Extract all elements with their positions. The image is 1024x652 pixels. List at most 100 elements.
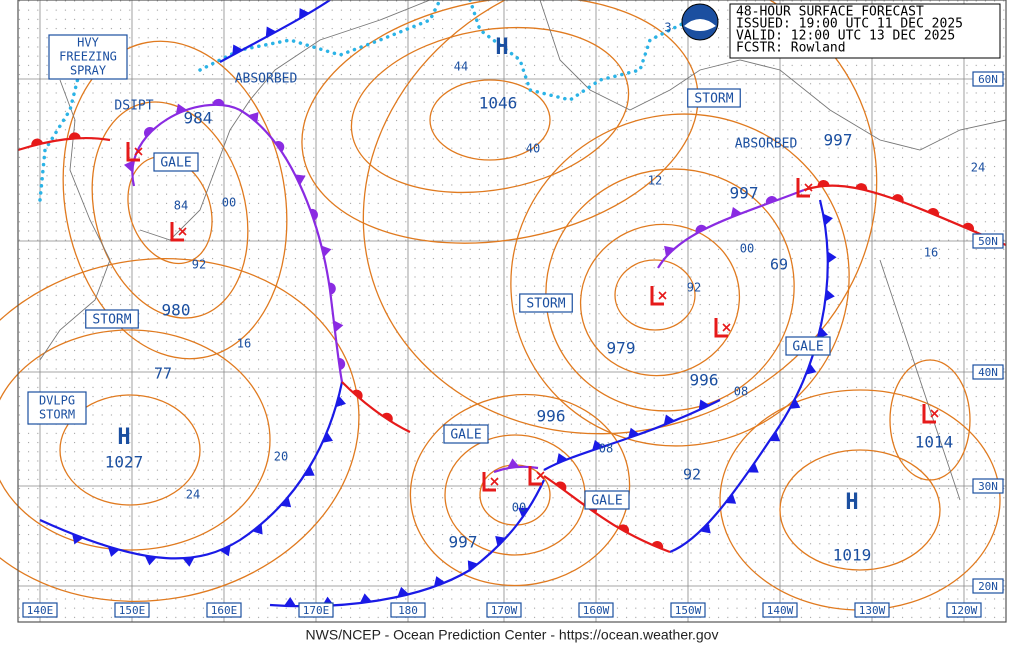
isobar-label: 08 xyxy=(599,442,613,456)
front-symbol xyxy=(144,127,155,138)
front-symbol xyxy=(232,44,243,56)
front-symbol xyxy=(352,389,363,400)
front-symbol xyxy=(31,138,44,147)
front-symbol xyxy=(730,206,742,218)
lat-box xyxy=(972,364,1004,380)
front-symbol xyxy=(280,496,292,508)
note-label: DSIPT xyxy=(114,99,153,114)
front-symbol xyxy=(769,431,781,442)
lon-box xyxy=(854,602,890,618)
front-symbol xyxy=(823,213,833,226)
front-symbol xyxy=(495,536,506,547)
low-pressure: 997 xyxy=(824,131,853,150)
front-symbol xyxy=(467,560,479,572)
front-symbol xyxy=(698,399,710,411)
front-symbol xyxy=(338,358,346,370)
longitude-label: 130W xyxy=(859,604,886,617)
warning-label: STORM xyxy=(694,92,733,107)
front-symbol xyxy=(335,395,346,408)
isobar xyxy=(614,259,696,331)
low-symbol xyxy=(482,472,496,492)
high-pressure: 1027 xyxy=(105,453,144,472)
isobar xyxy=(545,168,795,412)
front-symbol xyxy=(283,597,296,607)
isobar xyxy=(510,113,850,447)
warning-label: STORM xyxy=(39,408,75,422)
isobar xyxy=(429,79,551,161)
front-symbol xyxy=(507,458,520,468)
footer: NWS/NCEP - Ocean Prediction Center - htt… xyxy=(306,627,719,643)
isobar xyxy=(409,393,631,587)
low-x xyxy=(134,147,143,156)
high-symbol: H xyxy=(117,425,130,450)
low-symbol xyxy=(714,318,728,338)
low-x xyxy=(722,323,731,332)
low-x xyxy=(804,183,813,192)
front-symbol xyxy=(700,522,711,534)
isobar-label: 24 xyxy=(971,161,985,175)
lat-box xyxy=(972,478,1004,494)
front-symbol xyxy=(695,224,707,234)
low-pressure: 996 xyxy=(690,371,719,390)
front-symbol xyxy=(765,196,778,205)
header-forecaster: FCSTR: Rowland xyxy=(736,41,846,56)
warm-front xyxy=(17,136,111,152)
isobars xyxy=(0,0,1001,611)
warning-label: DVLPG xyxy=(39,394,75,408)
isobar-label: 24 xyxy=(186,488,200,502)
isobar-label: 00 xyxy=(512,501,526,515)
low-pressure: 979 xyxy=(607,339,636,358)
isobar-label: 92 xyxy=(687,281,701,295)
front-symbol xyxy=(556,453,568,464)
front-symbol xyxy=(333,320,344,333)
front-symbol xyxy=(433,576,446,587)
isobar xyxy=(779,449,941,571)
front-symbol xyxy=(321,245,332,258)
warning-box xyxy=(519,293,573,313)
front-symbol xyxy=(68,132,81,139)
front-symbol xyxy=(381,412,393,423)
low-symbol xyxy=(528,466,542,486)
isobar-label: 16 xyxy=(237,337,251,351)
front-symbol xyxy=(175,103,187,115)
warning-box xyxy=(785,336,831,356)
lon-box xyxy=(22,602,58,618)
isobar-label: 69 xyxy=(770,256,788,274)
dot-grid xyxy=(18,0,1006,622)
front-symbol xyxy=(817,180,830,187)
longitude-label: 140W xyxy=(767,604,794,617)
front-symbol xyxy=(518,507,529,518)
longitude-label: 180 xyxy=(398,604,418,617)
front-symbol xyxy=(310,208,318,221)
longitude-label: 150W xyxy=(675,604,702,617)
note-label: ABSORBED xyxy=(735,137,798,152)
front-symbol xyxy=(248,112,259,123)
front-symbol xyxy=(825,289,835,302)
front-symbol xyxy=(805,363,817,375)
lon-box xyxy=(206,602,242,618)
warning-box xyxy=(687,88,741,108)
low-pressure: 984 xyxy=(184,109,213,128)
isobar-label: 12 xyxy=(648,174,662,188)
low-symbol xyxy=(796,178,810,198)
longitude-label: 170E xyxy=(303,604,330,617)
lat-box xyxy=(972,71,1004,87)
front-symbol xyxy=(274,141,285,152)
warning-box xyxy=(48,34,128,80)
longitude-label: 140E xyxy=(27,604,54,617)
lat-box xyxy=(972,578,1004,594)
isobar xyxy=(0,329,271,551)
warning-label: GALE xyxy=(160,156,191,171)
isobar xyxy=(350,26,630,194)
coastlines xyxy=(39,0,1007,501)
isobar xyxy=(579,223,741,377)
front-symbol xyxy=(328,282,336,295)
warning-label: GALE xyxy=(792,340,823,355)
lon-box xyxy=(298,602,334,618)
isobar-label: 44 xyxy=(454,60,468,74)
latitude-label: 20N xyxy=(978,580,998,593)
low-x xyxy=(178,227,187,236)
cold-front xyxy=(39,381,344,560)
